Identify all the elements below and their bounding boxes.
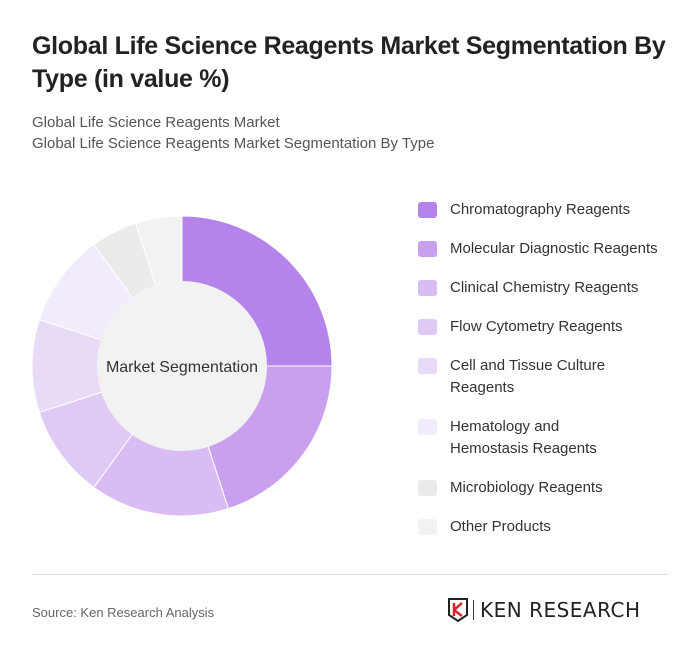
subtitle-2: Global Life Science Reagents Market Segm… bbox=[32, 135, 435, 152]
ken-research-logo: KEN RESEARCH bbox=[448, 598, 641, 622]
donut-center bbox=[97, 281, 267, 451]
source-text: Source: Ken Research Analysis bbox=[32, 605, 215, 620]
legend-item: Hematology and Hemostasis Reagents bbox=[418, 416, 688, 460]
legend-swatch bbox=[418, 419, 437, 435]
legend-label: Microbiology Reagents bbox=[450, 479, 603, 496]
donut-chart: Market Segmentation bbox=[31, 215, 333, 517]
legend-swatch bbox=[418, 480, 437, 496]
legend-swatch bbox=[418, 280, 437, 296]
legend-swatch bbox=[418, 358, 437, 374]
center-label: Market Segmentation bbox=[106, 359, 258, 376]
legend-item: Cell and Tissue Culture Reagents bbox=[418, 355, 688, 399]
legend-item: Molecular Diagnostic Reagents bbox=[418, 238, 688, 260]
legend-label: Clinical Chemistry Reagents bbox=[450, 279, 639, 296]
legend-label: Flow Cytometry Reagents bbox=[450, 318, 623, 335]
legend-swatch bbox=[418, 319, 437, 335]
legend-swatch bbox=[418, 202, 437, 218]
legend-label: Cell and Tissue Culture Reagents bbox=[450, 357, 606, 396]
legend-item: Clinical Chemistry Reagents bbox=[418, 277, 688, 299]
legend-swatch bbox=[418, 519, 437, 535]
logo-icon bbox=[448, 598, 468, 622]
chart-title: Global Life Science Reagents Market Segm… bbox=[32, 32, 666, 93]
logo-text: KEN RESEARCH bbox=[480, 598, 641, 622]
divider bbox=[32, 574, 668, 575]
subtitle-1: Global Life Science Reagents Market bbox=[32, 114, 280, 131]
legend-label: Molecular Diagnostic Reagents bbox=[450, 240, 658, 257]
legend-item: Chromatography Reagents bbox=[418, 199, 688, 221]
legend-label: Hematology and Hemostasis Reagents bbox=[450, 418, 597, 457]
legend-item: Flow Cytometry Reagents bbox=[418, 316, 688, 338]
legend-label: Chromatography Reagents bbox=[450, 201, 631, 218]
legend-swatch bbox=[418, 241, 437, 257]
legend: Chromatography Reagents Molecular Diagnos… bbox=[418, 199, 688, 555]
legend-item: Other Products bbox=[418, 516, 688, 538]
legend-item: Microbiology Reagents bbox=[418, 477, 688, 499]
legend-label: Other Products bbox=[450, 518, 551, 535]
